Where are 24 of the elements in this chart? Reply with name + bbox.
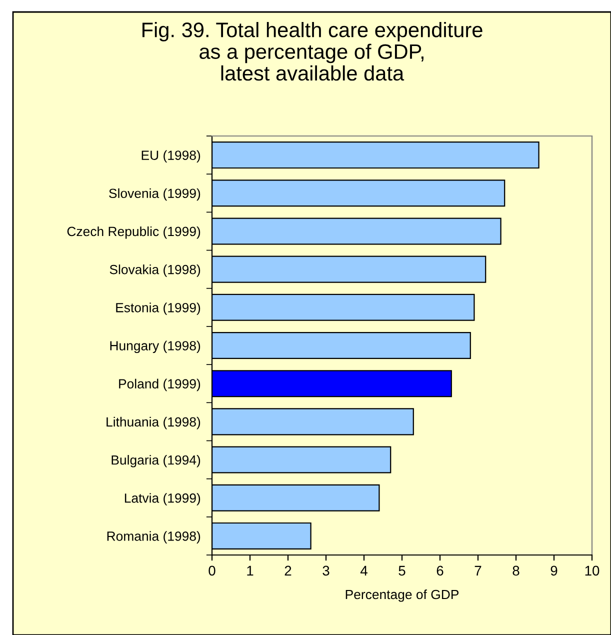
x-tick-label: 8 xyxy=(512,566,520,576)
y-tick-label: EU (1998) xyxy=(142,150,200,163)
x-tick-label: 0 xyxy=(208,566,216,576)
y-tick-label: Latvia (1999) xyxy=(124,493,200,506)
y-tick-label: Romania (1998) xyxy=(107,531,200,544)
x-tick-label: 6 xyxy=(436,566,444,576)
x-tick-label: 2 xyxy=(284,566,292,576)
chart-title: Fig. 39. Total health care expenditure as a percentage of GDP, latest available data xyxy=(142,22,482,81)
x-tick-label: 9 xyxy=(550,566,558,576)
x-tick-label: 7 xyxy=(474,566,482,576)
y-tick-label: Bulgaria (1994) xyxy=(112,454,200,468)
x-tick-label: 1 xyxy=(247,566,254,576)
y-tick-label: Poland (1999) xyxy=(119,378,200,392)
x-tick-label: 5 xyxy=(398,566,406,576)
y-tick-label: Hungary (1998) xyxy=(110,340,200,354)
y-tick-label: Slovenia (1999) xyxy=(109,188,200,201)
y-tick-label: Lithuania (1998) xyxy=(106,416,200,430)
x-tick-label: 10 xyxy=(585,566,600,576)
x-tick-label: 3 xyxy=(322,566,330,576)
x-axis-title: Percentage of GDP xyxy=(346,589,459,602)
x-tick-label: 4 xyxy=(360,566,368,576)
y-tick-label: Estonia (1999) xyxy=(116,302,200,315)
y-tick-label: Czech Republic (1999) xyxy=(67,226,200,239)
y-tick-label: Slovakia (1998) xyxy=(110,264,200,277)
